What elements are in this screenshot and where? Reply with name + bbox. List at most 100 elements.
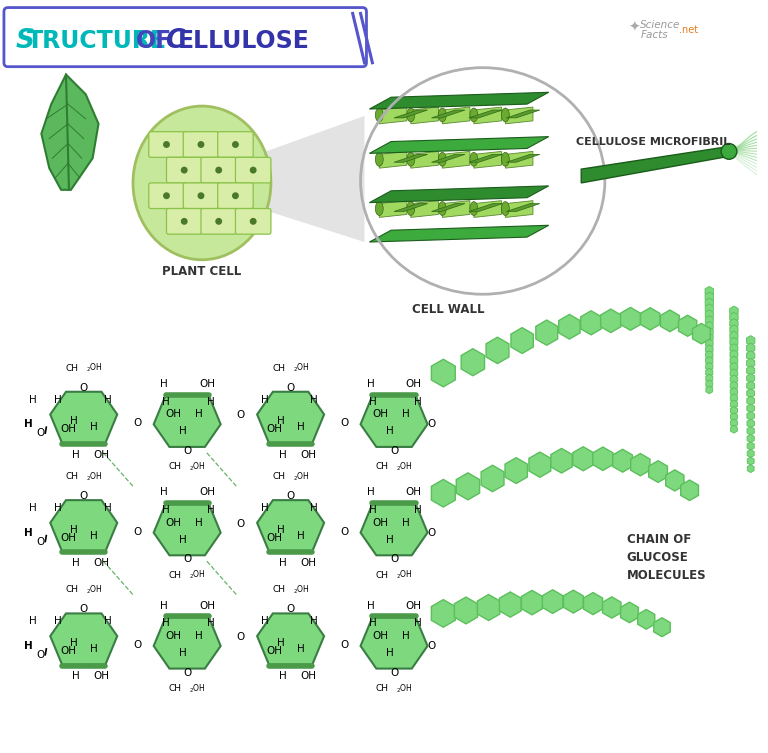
Polygon shape <box>581 311 601 335</box>
Ellipse shape <box>721 144 737 160</box>
Polygon shape <box>730 369 738 377</box>
Polygon shape <box>730 356 738 365</box>
Polygon shape <box>369 136 548 154</box>
Text: C: C <box>165 28 185 54</box>
Text: CH: CH <box>65 585 78 594</box>
Text: CH: CH <box>65 472 78 481</box>
Text: H: H <box>279 450 286 460</box>
Polygon shape <box>706 357 713 365</box>
Text: OH: OH <box>199 487 215 497</box>
Text: H: H <box>402 518 410 528</box>
Polygon shape <box>154 617 220 669</box>
Polygon shape <box>469 110 502 118</box>
Polygon shape <box>369 225 548 242</box>
Polygon shape <box>369 186 548 203</box>
Text: H: H <box>195 631 203 641</box>
Polygon shape <box>474 200 502 218</box>
Polygon shape <box>564 590 583 613</box>
Polygon shape <box>747 427 754 435</box>
Ellipse shape <box>502 202 509 215</box>
Text: OH: OH <box>406 487 422 497</box>
Polygon shape <box>706 351 713 359</box>
Text: CH: CH <box>65 364 78 373</box>
Polygon shape <box>511 328 533 353</box>
FancyBboxPatch shape <box>12 59 353 65</box>
Text: O: O <box>237 410 245 420</box>
Text: H: H <box>25 419 33 429</box>
Polygon shape <box>505 200 533 218</box>
Text: H: H <box>180 535 187 544</box>
Circle shape <box>197 192 204 200</box>
Ellipse shape <box>407 152 415 166</box>
FancyBboxPatch shape <box>149 183 184 209</box>
Polygon shape <box>730 419 737 427</box>
Polygon shape <box>461 349 485 376</box>
Polygon shape <box>730 388 737 396</box>
Polygon shape <box>746 351 755 361</box>
FancyBboxPatch shape <box>236 209 271 234</box>
Text: OH: OH <box>266 532 283 543</box>
Polygon shape <box>730 362 738 371</box>
Polygon shape <box>432 480 455 507</box>
Text: $_2$OH: $_2$OH <box>396 682 412 694</box>
Polygon shape <box>706 345 713 354</box>
Polygon shape <box>747 465 754 473</box>
FancyBboxPatch shape <box>149 132 184 157</box>
Polygon shape <box>506 110 540 118</box>
Text: H: H <box>207 397 215 407</box>
Text: H: H <box>70 638 78 648</box>
Polygon shape <box>747 450 754 458</box>
Polygon shape <box>705 286 713 296</box>
Polygon shape <box>257 500 324 551</box>
Polygon shape <box>505 107 533 123</box>
Text: ELLULOSE: ELLULOSE <box>178 29 310 53</box>
Polygon shape <box>666 470 684 491</box>
Ellipse shape <box>376 152 383 166</box>
Circle shape <box>250 218 257 225</box>
Text: H: H <box>160 487 167 497</box>
Polygon shape <box>747 457 754 465</box>
Text: H: H <box>296 644 304 654</box>
Text: H: H <box>386 648 394 658</box>
Polygon shape <box>455 597 478 624</box>
Text: OH: OH <box>266 424 283 434</box>
Text: O: O <box>340 640 349 650</box>
Polygon shape <box>705 328 713 337</box>
Polygon shape <box>705 309 713 319</box>
Text: ✦: ✦ <box>628 20 641 35</box>
Text: OH: OH <box>94 450 110 460</box>
Polygon shape <box>411 107 439 123</box>
Text: O: O <box>237 632 245 642</box>
Text: $_2$OH: $_2$OH <box>396 569 412 581</box>
Polygon shape <box>649 461 667 483</box>
Polygon shape <box>379 107 407 123</box>
Polygon shape <box>706 339 713 348</box>
Text: $_2$OH: $_2$OH <box>189 569 206 581</box>
Text: H: H <box>70 525 78 535</box>
Text: H: H <box>296 422 304 432</box>
Ellipse shape <box>470 152 478 166</box>
Polygon shape <box>478 595 500 620</box>
Text: H: H <box>160 379 167 389</box>
Polygon shape <box>581 147 729 183</box>
Polygon shape <box>746 404 754 413</box>
Text: CH: CH <box>273 472 285 481</box>
Text: H: H <box>310 395 318 404</box>
Polygon shape <box>746 396 754 405</box>
Polygon shape <box>746 336 755 346</box>
Polygon shape <box>705 316 713 325</box>
Text: O: O <box>183 554 191 564</box>
Polygon shape <box>680 480 698 501</box>
Polygon shape <box>432 110 465 118</box>
Ellipse shape <box>133 106 271 260</box>
Text: O: O <box>80 491 88 501</box>
Text: CELLULOSE MICROFIBRIL: CELLULOSE MICROFIBRIL <box>576 136 730 147</box>
Polygon shape <box>432 154 465 162</box>
FancyBboxPatch shape <box>201 157 237 183</box>
Text: O: O <box>237 519 245 529</box>
Text: $_2$OH: $_2$OH <box>86 584 102 596</box>
Text: OF: OF <box>136 29 172 53</box>
Text: OH: OH <box>60 646 76 656</box>
Polygon shape <box>394 154 428 162</box>
Text: CH: CH <box>169 571 182 580</box>
